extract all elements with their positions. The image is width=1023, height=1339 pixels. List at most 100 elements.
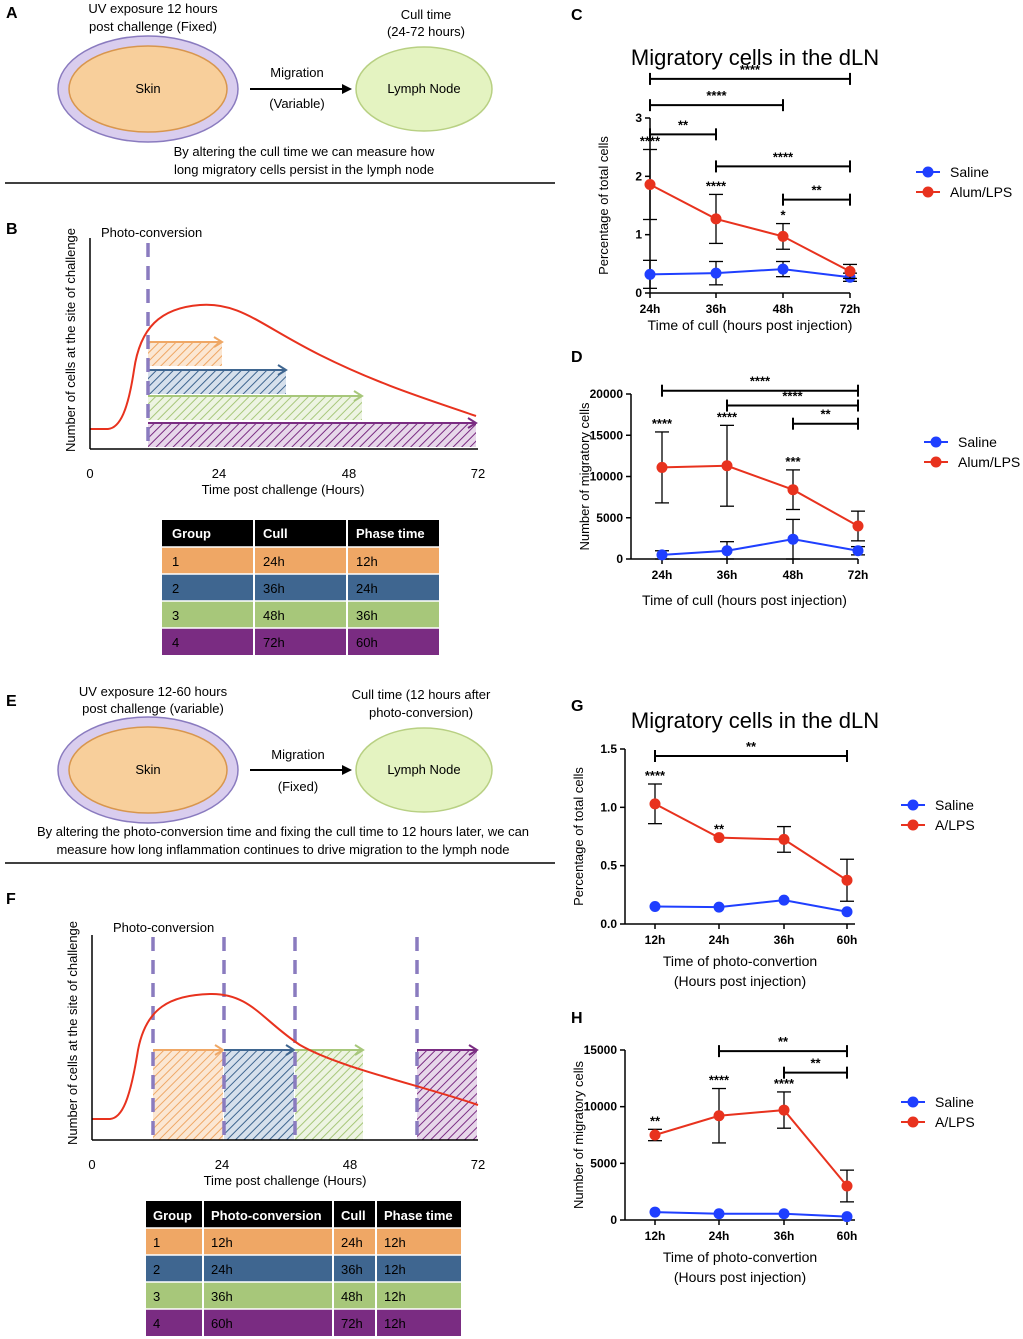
significance-label: ****	[717, 409, 738, 424]
panel-b-letter: B	[6, 221, 18, 238]
phase-bar-group-3	[148, 396, 362, 420]
phase-bar-f-group-2	[224, 1050, 294, 1140]
data-point-alumlps	[844, 265, 856, 277]
series-line-alps	[654, 1109, 848, 1187]
significance-label: *	[780, 208, 786, 223]
significance-label: ****	[774, 1076, 795, 1091]
table-f-cell: 24h	[341, 1235, 363, 1250]
phase-arrowhead-group-1	[213, 336, 224, 348]
series-line-alumlps	[649, 183, 851, 273]
chart-d-xlabel: Time of cull (hours post injection)	[642, 592, 847, 608]
table-b-cell: 24h	[263, 554, 285, 569]
significance-label: ****	[652, 416, 673, 431]
data-point-saline	[778, 894, 790, 906]
data-point-alps	[841, 1180, 853, 1192]
panel-e-letter: E	[6, 693, 17, 710]
phase-arrowhead-group-4	[467, 417, 478, 429]
table-b-cell: 36h	[263, 581, 285, 596]
chart-h-xlabel: Time of photo-convertion	[663, 1249, 817, 1265]
table-b-row-3	[162, 601, 439, 628]
legend-marker	[907, 1116, 919, 1128]
phase-arrowhead-f-group-2	[285, 1044, 296, 1056]
table-f-row-3	[146, 1282, 461, 1309]
panel-b-ylabel: Number of cells at the site of challenge	[63, 228, 78, 452]
bracket-label: **	[746, 739, 757, 754]
data-point-alps	[841, 874, 853, 886]
y-tick-label: 0.5	[600, 859, 617, 873]
legend-label: A/LPS	[935, 1114, 975, 1130]
table-b-cell: 3	[172, 608, 179, 623]
x-tick-label: 24h	[709, 933, 730, 947]
lymph-node-ellipse	[355, 46, 493, 132]
migration-sub-label: (Variable)	[269, 96, 324, 111]
significance-label: ****	[709, 1073, 730, 1088]
table-f-cell: 60h	[211, 1316, 233, 1331]
data-point-saline	[778, 1208, 790, 1220]
uv-exposure-line1: UV exposure 12 hours	[88, 1, 218, 16]
series-line-saline	[661, 538, 859, 556]
data-point-alumlps	[852, 520, 864, 532]
uv-exposure-line2: post challenge (Fixed)	[89, 19, 217, 34]
table-f-cell: 72h	[341, 1316, 363, 1331]
bracket-label: **	[811, 183, 822, 198]
table-b-cell: 4	[172, 635, 179, 650]
legend-marker	[922, 186, 934, 198]
panel-e-caption-line1: By altering the photo-conversion time an…	[37, 824, 529, 839]
data-point-saline	[841, 906, 853, 918]
y-tick-label: 3	[635, 111, 642, 125]
series-line-alps	[654, 802, 848, 882]
x-tick-label: 72h	[848, 568, 869, 582]
significance-label: ***	[785, 454, 801, 469]
x-tick-label: 36h	[774, 933, 795, 947]
panel-e-caption-line2: measure how long inflammation continues …	[56, 842, 509, 857]
x-tick-label: 24h	[652, 568, 673, 582]
legend-label: Saline	[935, 1094, 974, 1110]
panel-c-letter: C	[571, 7, 583, 24]
migration-e-label: Migration	[271, 747, 324, 762]
panel-f-xlabel: Time post challenge (Hours)	[204, 1173, 367, 1188]
panel-b-xlabel: Time post challenge (Hours)	[202, 482, 365, 497]
phase-arrowhead-f-group-3	[354, 1044, 365, 1056]
table-f-header-cull: Cull	[341, 1208, 366, 1223]
phase-arrowhead-f-group-4	[468, 1044, 479, 1056]
panel-f-tick-72: 72	[471, 1157, 485, 1172]
bracket-label: ****	[782, 389, 803, 404]
chart-h-ylabel: Number of migratory cells	[571, 1060, 586, 1209]
chart-g-title: Migratory cells in the dLN	[631, 708, 879, 733]
panel-b-tick-72: 72	[471, 466, 485, 481]
chart-c-title: Migratory cells in the dLN	[631, 45, 879, 70]
bracket-label: **	[678, 117, 689, 132]
series-line-saline	[654, 1211, 848, 1218]
phase-arrowhead-group-3	[353, 390, 364, 402]
table-f-cell: 12h	[384, 1316, 406, 1331]
data-point-alps	[778, 1104, 790, 1116]
data-point-saline	[713, 901, 725, 913]
panel-a: A UV exposure 12 hours post challenge (F…	[5, 1, 555, 184]
y-tick-label: 1.0	[600, 800, 617, 814]
x-tick-label: 36h	[706, 302, 727, 316]
phase-bar-f-group-3	[295, 1050, 363, 1140]
table-b-row-4	[162, 628, 439, 655]
y-tick-label: 2	[635, 169, 642, 183]
data-point-alps	[713, 832, 725, 844]
table-f-cell: 48h	[341, 1289, 363, 1304]
x-tick-label: 12h	[645, 1229, 666, 1243]
table-b-cell: 1	[172, 554, 179, 569]
bracket-label: ****	[740, 62, 761, 77]
table-f-cell: 36h	[341, 1262, 363, 1277]
lymph-node-e-label: Lymph Node	[387, 762, 460, 777]
significance-label: ****	[645, 768, 666, 783]
chart-h: H 0 5000 10000 15000 12h 24h 36h 60h Time of phot…	[571, 1010, 975, 1285]
panel-b-tick-0: 0	[86, 466, 93, 481]
data-point-alps	[778, 833, 790, 845]
x-tick-label: 48h	[783, 568, 804, 582]
panel-f-letter: F	[6, 891, 16, 908]
cull-time-e-line1: Cull time (12 hours after	[352, 687, 491, 702]
panel-d-letter: D	[571, 349, 583, 366]
bracket-label: **	[778, 1034, 789, 1049]
panel-g-letter: G	[571, 698, 583, 715]
panel-f-tick-48: 48	[343, 1157, 357, 1172]
series-line-saline	[649, 268, 851, 279]
legend-marker	[930, 456, 942, 468]
